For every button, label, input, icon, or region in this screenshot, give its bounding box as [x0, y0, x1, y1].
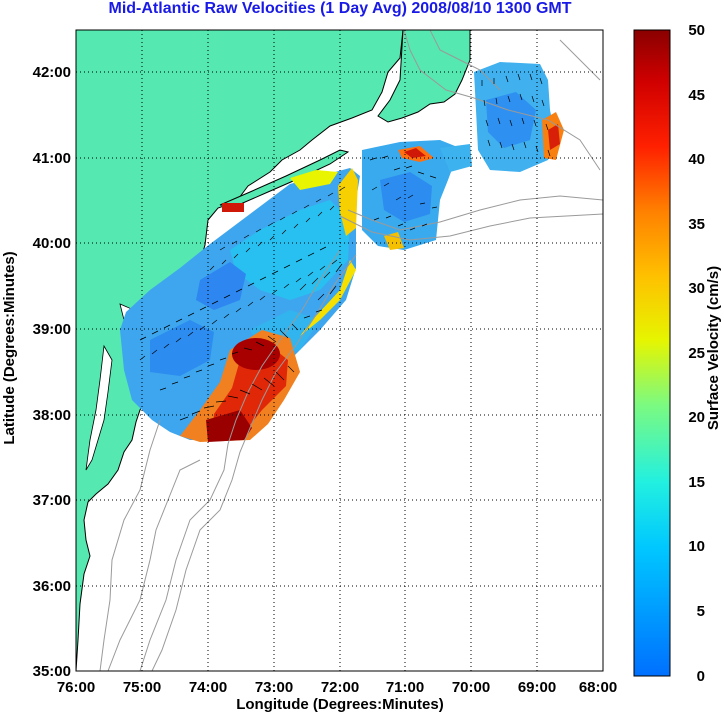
grid-lines [76, 30, 603, 671]
x-tick: 73:00 [255, 679, 293, 696]
long-island [219, 149, 350, 207]
colorbar-ticks: 0 5 10 15 20 25 30 35 40 45 50 [688, 22, 705, 685]
colorbar-tick: 30 [688, 280, 705, 297]
y-tick: 42:00 [33, 64, 71, 81]
chesapeake-bay [85, 344, 113, 471]
x-tick: 74:00 [189, 679, 227, 696]
y-axis-label: Latitude (Degrees:Minutes) [1, 251, 18, 444]
map-title: Mid-Atlantic Raw Velocities (1 Day Avg) … [108, 0, 572, 17]
x-tick: 75:00 [123, 679, 161, 696]
colorbar-tick: 50 [688, 22, 705, 39]
colorbar-tick: 45 [688, 87, 705, 104]
colorbar-tick: 15 [688, 474, 705, 491]
bathymetry-contours [99, 30, 603, 671]
colorbar-label: Surface Velocity (cm/s) [705, 266, 722, 430]
x-tick: 68:00 [579, 679, 617, 696]
x-tick: 72:00 [321, 679, 359, 696]
y-tick: 36:00 [33, 578, 71, 595]
colorbar-tick: 5 [697, 603, 705, 620]
x-tick: 69:00 [518, 679, 556, 696]
x-axis-label: Longitude (Degrees:Minutes) [236, 696, 444, 713]
y-tick: 35:00 [33, 663, 71, 680]
y-tick: 40:00 [33, 235, 71, 252]
plot-frame [75, 29, 604, 672]
x-tick: 76:00 [57, 679, 95, 696]
y-tick: 39:00 [33, 321, 71, 338]
x-tick: 71:00 [386, 679, 424, 696]
x-tick: 70:00 [452, 679, 490, 696]
x-tick-labels: 76:00 75:00 74:00 73:00 72:00 71:00 70:0… [57, 679, 617, 696]
colorbar-tick: 0 [697, 668, 705, 685]
velocity-vectors [139, 73, 551, 421]
y-tick: 41:00 [33, 150, 71, 167]
colorbar-tick: 10 [688, 538, 705, 555]
colorbar-tick: 20 [688, 409, 705, 426]
y-tick: 38:00 [33, 407, 71, 424]
colorbar-tick: 35 [688, 216, 705, 233]
colorbar [633, 29, 671, 677]
y-tick: 37:00 [33, 492, 71, 509]
colorbar-tick: 25 [688, 345, 705, 362]
colorbar-tick: 40 [688, 151, 705, 168]
y-tick-labels: 35:00 36:00 37:00 38:00 39:00 40:00 41:0… [33, 64, 71, 680]
